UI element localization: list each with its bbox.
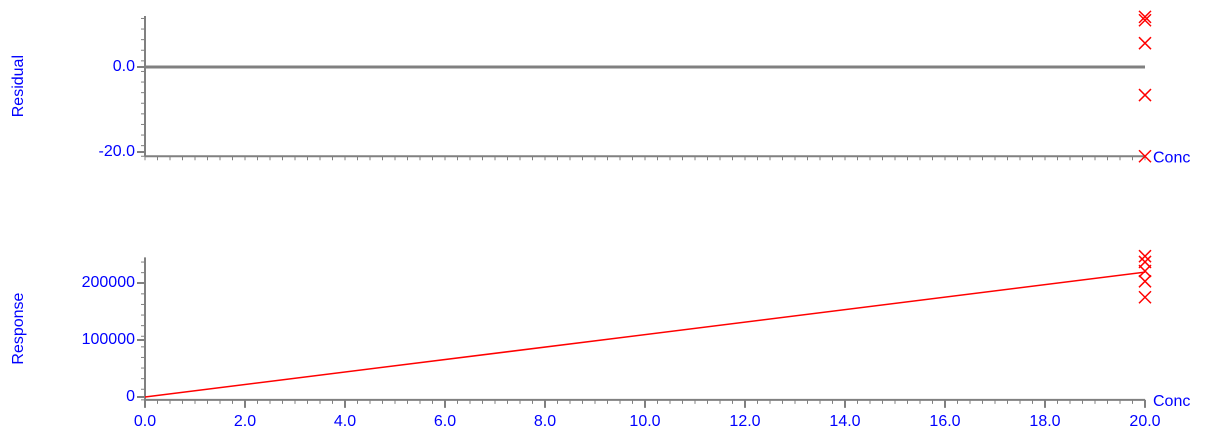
y-tick-label: 100000 <box>82 331 135 348</box>
point <box>1138 255 1152 269</box>
point <box>1138 36 1152 50</box>
y-axis-label: Residual <box>10 55 27 117</box>
point <box>1138 249 1152 263</box>
y-tick-label: 0.0 <box>113 58 135 75</box>
x-tick-label: 14.0 <box>829 413 860 430</box>
x-tick-label: 10.0 <box>629 413 660 430</box>
point <box>1138 13 1152 27</box>
x-axis-label: Conc <box>1153 393 1190 410</box>
y-tick-label: 200000 <box>82 274 135 291</box>
point <box>1138 274 1152 288</box>
x-tick-label: 6.0 <box>434 413 456 430</box>
point <box>1138 290 1152 304</box>
y-tick-label: -20.0 <box>99 143 136 160</box>
x-tick-label: 0.0 <box>134 413 156 430</box>
point <box>1138 10 1152 24</box>
point <box>1138 264 1152 278</box>
x-tick-label: 4.0 <box>334 413 356 430</box>
y-axis-label: Response <box>10 292 27 364</box>
point <box>1138 88 1152 102</box>
x-tick-label: 18.0 <box>1029 413 1060 430</box>
point <box>1138 149 1152 163</box>
x-tick-label: 16.0 <box>929 413 960 430</box>
x-tick-label: 20.0 <box>1129 413 1160 430</box>
x-tick-label: 2.0 <box>234 413 256 430</box>
x-tick-label: 8.0 <box>534 413 556 430</box>
x-tick-label: 12.0 <box>729 413 760 430</box>
x-axis-label: Conc <box>1153 149 1190 166</box>
y-tick-label: 0 <box>126 388 135 405</box>
fit-line <box>144 271 1146 398</box>
